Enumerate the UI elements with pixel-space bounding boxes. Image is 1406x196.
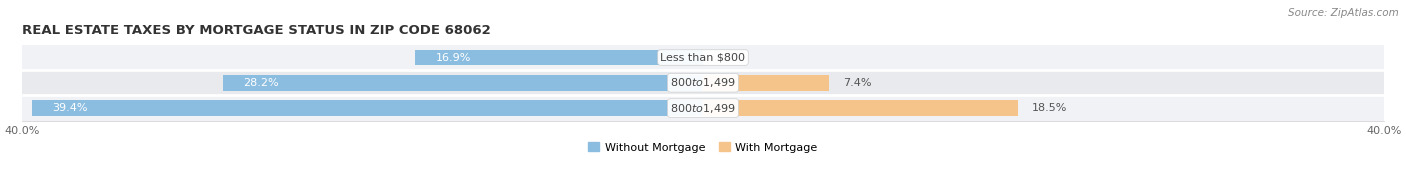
Text: Less than $800: Less than $800: [661, 53, 745, 63]
Text: 39.4%: 39.4%: [52, 103, 89, 113]
Text: Source: ZipAtlas.com: Source: ZipAtlas.com: [1288, 8, 1399, 18]
Bar: [703, 75, 830, 91]
Text: 28.2%: 28.2%: [243, 78, 278, 88]
Bar: [22, 95, 1384, 121]
Text: 18.5%: 18.5%: [1032, 103, 1067, 113]
Text: 0.0%: 0.0%: [717, 53, 745, 63]
Text: 16.9%: 16.9%: [436, 53, 471, 63]
Bar: [32, 100, 703, 116]
Text: $800 to $1,499: $800 to $1,499: [671, 102, 735, 115]
Text: $800 to $1,499: $800 to $1,499: [671, 76, 735, 89]
Text: 7.4%: 7.4%: [842, 78, 872, 88]
Legend: Without Mortgage, With Mortgage: Without Mortgage, With Mortgage: [586, 140, 820, 155]
Bar: [22, 70, 1384, 95]
Bar: [415, 50, 703, 65]
Bar: [222, 75, 703, 91]
Bar: [703, 100, 1018, 116]
Bar: [22, 45, 1384, 70]
Text: REAL ESTATE TAXES BY MORTGAGE STATUS IN ZIP CODE 68062: REAL ESTATE TAXES BY MORTGAGE STATUS IN …: [22, 24, 491, 37]
